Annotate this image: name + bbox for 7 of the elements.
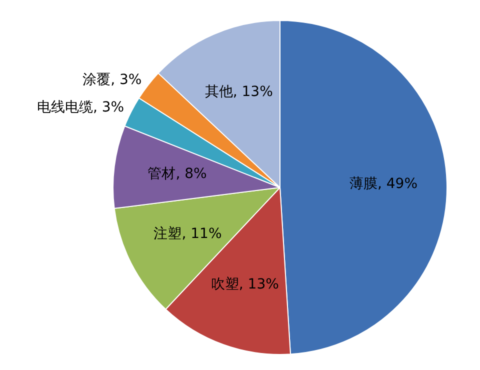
- slice-label: 管材, 8%: [148, 166, 207, 182]
- slice-label: 吹塑, 13%: [210, 276, 279, 293]
- slice-label: 注塑, 11%: [154, 226, 222, 242]
- slice-label: 电线电缆, 3%: [36, 100, 124, 116]
- slice-label: 薄膜, 49%: [349, 176, 418, 192]
- slice-label: 其他, 13%: [204, 84, 273, 100]
- slice-label: 涂覆, 3%: [82, 72, 142, 88]
